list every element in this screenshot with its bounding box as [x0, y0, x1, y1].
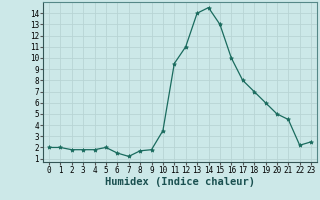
X-axis label: Humidex (Indice chaleur): Humidex (Indice chaleur)	[105, 177, 255, 187]
